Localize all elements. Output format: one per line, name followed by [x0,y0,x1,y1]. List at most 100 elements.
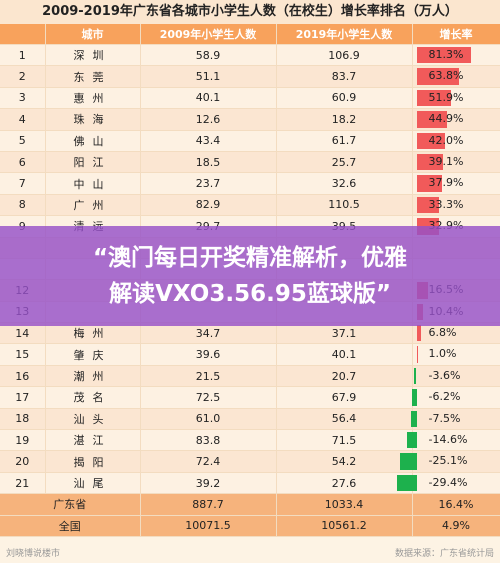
value-2009-cell: 23.7 [140,172,277,195]
rate-bar [399,453,417,470]
rate-label: 6.8% [428,326,457,340]
value-2019-cell: 37.1 [276,322,413,345]
value-2019-cell: 106.9 [276,44,413,67]
value-2009-cell: 51.1 [140,65,277,88]
city-cell: 中山 [45,172,141,195]
rate-label: -7.5% [428,411,461,425]
footer-source: 数据来源：广东省统计局 [394,548,494,558]
value-2009-cell: 21.5 [140,365,277,388]
total-label-cell: 广东省 [0,493,141,516]
city-cell: 佛山 [45,130,141,152]
rank-cell: 19 [0,429,46,452]
rate-label: 81.3% [428,48,464,61]
rank-cell: 6 [0,151,46,174]
rate-label: 39.1% [428,154,464,168]
value-2019-cell: 27.6 [276,472,413,495]
rate-bar [416,175,442,192]
city-cell: 惠州 [45,87,141,110]
table-row: 19 湛江 83.8 71.5 -14.6% [0,429,500,452]
rate-cell: 37.9% [412,172,500,195]
rank-cell: 18 [0,408,46,431]
rate-label: 42.0% [428,133,464,147]
rate-label: 1.0% [428,347,457,361]
value-2019-cell: 110.5 [276,194,413,217]
chart-title: 2009-2019年广东省各城市小学生人数（在校生）增长率排名（万人） [0,0,500,24]
value-2009-cell: 39.6 [140,343,277,366]
rate-bar [414,367,417,385]
value-2009-cell: 43.4 [140,130,277,152]
rank-cell: 17 [0,386,46,409]
table-row: 4 珠海 12.6 18.2 44.9% [0,108,500,131]
rank-cell: 2 [0,65,46,88]
city-cell: 揭阳 [45,450,141,473]
rate-cell: -7.5% [411,408,500,431]
rate-cell: 1.0% [412,343,500,366]
rank-cell: 16 [0,365,46,388]
rate-bar [416,111,447,128]
value-2009-cell: 58.9 [140,44,277,67]
table-row: 5 佛山 43.4 61.7 42.0% [0,130,500,152]
rank-cell: 4 [0,108,46,131]
banner-line-1: “澳门每日开奖精准解析，优雅 [92,245,408,271]
city-cell: 珠海 [45,108,141,131]
rank-cell: 8 [0,194,46,217]
rate-cell: -6.2% [412,386,500,409]
rate-bar [412,389,417,406]
total-row: 全国 10071.5 10561.2 4.9% [0,515,500,537]
table-row: 3 惠州 40.1 60.9 51.9% [0,87,500,110]
footer-watermark: 刘晓博说楼市 [6,548,61,558]
rank-cell: 20 [0,450,46,473]
city-cell: 潮州 [45,365,141,388]
value-2019-cell: 67.9 [276,386,413,409]
rank-cell: 21 [0,472,46,495]
city-cell: 广州 [45,194,141,217]
rate-bar [406,432,417,449]
overlay-banner: “澳门每日开奖精准解析，优雅 解读VXO3.56.95蓝球版” [0,226,500,326]
total-label-cell: 全国 [0,515,141,537]
rate-label: -14.6% [428,433,468,447]
city-cell: 湛江 [45,429,141,452]
rate-label: 37.9% [428,176,464,190]
rate-cell: -25.1% [399,450,500,473]
rate-cell: 39.1% [412,151,500,174]
value-2019-cell: 25.7 [276,151,413,174]
rate-bar [396,474,417,492]
value-2009-cell: 82.9 [140,194,277,217]
rate-label: -3.6% [428,368,461,382]
rate-label: 33.3% [428,197,464,211]
table-header-row: 城市 2009年小学生人数 2019年小学生人数 增长率 [0,24,500,45]
value-2009-cell: 72.4 [140,450,277,473]
value-2009-cell: 18.5 [140,151,277,174]
rate-cell: 63.8% [412,65,500,88]
value-2019-cell: 32.6 [276,172,413,195]
rate-label: 63.8% [428,69,464,83]
value-2009-cell: 34.7 [140,322,277,345]
table-row: 16 潮州 21.5 20.7 -3.6% [0,365,500,388]
value-2009-cell: 12.6 [140,108,277,131]
rank-cell: 3 [0,87,46,110]
value-2009-cell: 61.0 [140,408,277,431]
total-2009-cell: 887.7 [140,493,277,516]
rate-bar [416,153,443,171]
value-2019-cell: 40.1 [276,343,413,366]
header-2019: 2019年小学生人数 [276,24,413,45]
rate-bar [416,68,460,85]
table-row: 7 中山 23.7 32.6 37.9% [0,172,500,195]
rate-cell: 33.3% [412,194,500,217]
rate-bar [416,132,445,149]
rate-cell: 42.0% [412,130,500,152]
table-row: 18 汕头 61.0 56.4 -7.5% [0,408,500,431]
total-rate-cell: 4.9% [412,515,500,537]
value-2019-cell: 83.7 [276,65,413,88]
rank-cell: 7 [0,172,46,195]
value-2019-cell: 71.5 [276,429,413,452]
value-2019-cell: 60.9 [276,87,413,110]
value-2019-cell: 18.2 [276,108,413,131]
rate-cell: 6.8% [412,322,500,345]
rank-cell: 14 [0,322,46,345]
rate-cell: 81.3% [412,44,500,67]
city-cell: 东莞 [45,65,141,88]
table-row: 1 深圳 58.9 106.9 81.3% [0,44,500,67]
rate-cell: -29.4% [396,472,500,495]
city-cell: 梅州 [45,322,141,345]
